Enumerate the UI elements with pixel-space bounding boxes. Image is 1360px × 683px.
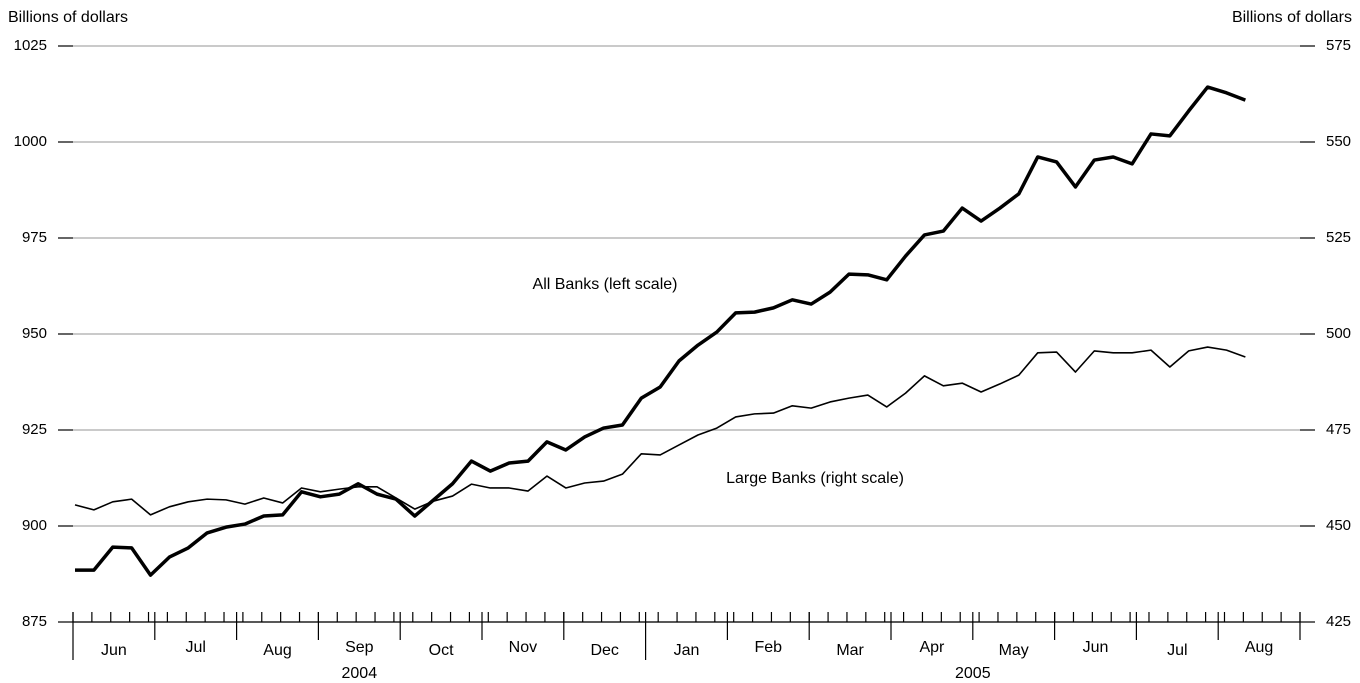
y-axis-label: Billions of dollars (8, 9, 128, 26)
x-tick-label: Mar (836, 642, 864, 659)
y2-tick-label: 450 (1326, 517, 1351, 534)
y-tick-label: 1000 (14, 133, 47, 150)
y2-tick-label: 550 (1326, 133, 1351, 150)
x-tick-label: Aug (1245, 639, 1273, 656)
x-tick-label: May (999, 642, 1029, 659)
y2-tick-label: 525 (1326, 229, 1351, 246)
y-tick-label: 975 (22, 229, 47, 246)
x-tick-label: Nov (509, 639, 537, 656)
x-tick-label: Jan (674, 642, 700, 659)
y2-tick-label: 475 (1326, 421, 1351, 438)
x-tick-label: Jun (1083, 639, 1109, 656)
x-tick-label: Jun (101, 642, 127, 659)
y2-tick-label: 500 (1326, 325, 1351, 342)
year-label: 2005 (955, 665, 991, 682)
y-tick-label: 1025 (14, 37, 47, 54)
x-tick-label: Jul (185, 639, 205, 656)
y-tick-label: 875 (22, 613, 47, 630)
x-tick-label: Jul (1167, 642, 1187, 659)
x-tick-label: Dec (590, 642, 618, 659)
x-tick-label: Sep (345, 639, 374, 656)
y2-tick-label: 575 (1326, 37, 1351, 54)
y2-axis-label: Billions of dollars (1232, 9, 1352, 26)
x-tick-label: Aug (263, 642, 291, 659)
series-line (75, 85, 1247, 577)
y-tick-label: 950 (22, 325, 47, 342)
x-tick-label: Oct (429, 642, 454, 659)
year-label: 2004 (342, 665, 378, 682)
y-tick-label: 925 (22, 421, 47, 438)
x-tick-label: Feb (755, 639, 783, 656)
y-tick-label: 900 (22, 517, 47, 534)
series-label: All Banks (left scale) (533, 276, 678, 293)
series-line (74, 346, 1246, 516)
y2-tick-label: 425 (1326, 613, 1351, 630)
series-label: Large Banks (right scale) (726, 470, 904, 487)
x-tick-label: Apr (919, 639, 945, 656)
